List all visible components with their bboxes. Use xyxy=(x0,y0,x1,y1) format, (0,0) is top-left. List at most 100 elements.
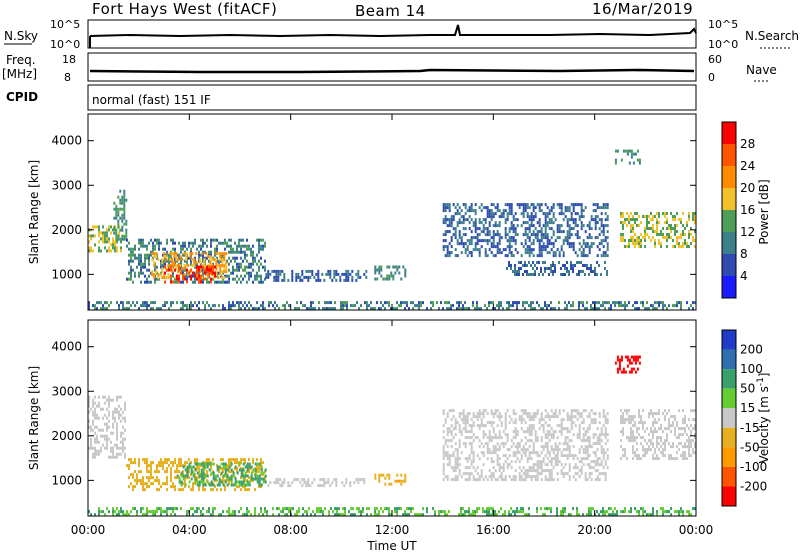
data-cell xyxy=(490,409,493,413)
data-cell xyxy=(666,427,668,431)
data-cell xyxy=(182,477,185,481)
data-cell xyxy=(664,409,666,413)
data-cell xyxy=(510,264,512,267)
data-cell xyxy=(186,271,188,275)
data-cell xyxy=(264,307,266,311)
data-cell xyxy=(618,301,620,305)
data-cell xyxy=(600,239,603,243)
data-cell xyxy=(162,304,164,308)
data-cell xyxy=(536,478,539,482)
data-cell xyxy=(224,247,226,251)
scatter-region xyxy=(442,203,609,258)
data-cell xyxy=(532,215,535,219)
data-cell xyxy=(510,251,513,255)
data-cell xyxy=(160,259,162,263)
data-cell xyxy=(674,215,676,218)
data-cell xyxy=(618,364,621,368)
data-cell xyxy=(186,476,188,480)
data-cell xyxy=(512,412,515,416)
data-cell xyxy=(680,510,682,514)
data-cell xyxy=(584,273,586,276)
data-cell xyxy=(264,507,266,511)
data-cell xyxy=(686,221,688,224)
data-cell xyxy=(510,478,513,482)
data-cell xyxy=(206,510,208,514)
data-cell xyxy=(126,307,128,311)
data-cell xyxy=(198,244,200,248)
data-cell xyxy=(488,304,490,308)
data-cell xyxy=(386,274,389,278)
data-cell xyxy=(102,225,104,229)
data-cell xyxy=(540,239,543,243)
data-cell xyxy=(478,307,480,311)
data-cell xyxy=(374,268,377,272)
data-cell xyxy=(462,221,465,225)
colorbar-swatch xyxy=(722,330,736,350)
data-cell xyxy=(464,421,467,425)
data-cell xyxy=(670,424,672,428)
data-cell xyxy=(442,445,445,449)
data-cell xyxy=(524,475,527,479)
data-cell xyxy=(558,230,561,234)
data-cell xyxy=(228,277,230,281)
data-cell xyxy=(532,261,534,264)
data-cell xyxy=(694,239,696,242)
data-cell xyxy=(200,510,202,514)
data-cell xyxy=(456,224,459,228)
freq-frame xyxy=(87,52,697,82)
cpid-strip: CPID normal (fast) 151 IF xyxy=(6,84,697,111)
data-cell xyxy=(148,510,150,514)
data-cell xyxy=(130,256,132,260)
data-cell xyxy=(240,250,242,254)
data-cell xyxy=(492,242,495,246)
data-cell xyxy=(550,409,553,413)
data-cell xyxy=(452,415,455,419)
data-cell xyxy=(636,454,638,458)
data-cell xyxy=(214,304,216,308)
data-cell xyxy=(590,466,593,470)
data-cell xyxy=(287,481,290,485)
data-cell xyxy=(500,507,502,511)
data-cell xyxy=(502,466,505,470)
data-cell xyxy=(446,513,448,517)
data-cell xyxy=(119,216,122,220)
data-cell xyxy=(668,409,670,413)
data-cell xyxy=(212,488,214,492)
data-cell xyxy=(532,248,535,252)
data-cell xyxy=(213,276,216,280)
data-cell xyxy=(544,304,546,308)
data-cell xyxy=(632,152,635,156)
data-cell xyxy=(182,244,184,248)
data-cell xyxy=(298,307,300,311)
data-cell xyxy=(670,415,672,419)
data-cell xyxy=(650,430,652,434)
data-cell xyxy=(166,458,168,462)
data-cell xyxy=(604,436,607,440)
data-cell xyxy=(460,215,463,219)
data-cell xyxy=(162,464,164,468)
data-cell xyxy=(196,247,198,251)
data-cell xyxy=(98,395,100,399)
data-cell xyxy=(214,265,216,269)
data-cell xyxy=(684,242,686,245)
data-cell xyxy=(204,462,207,466)
data-cell xyxy=(530,466,533,470)
data-cell xyxy=(528,457,531,461)
data-cell xyxy=(642,513,644,517)
data-cell xyxy=(690,454,692,458)
data-cell xyxy=(125,198,128,202)
data-cell xyxy=(150,464,152,468)
data-cell xyxy=(212,474,215,478)
data-cell xyxy=(552,203,555,207)
data-cell xyxy=(642,436,644,440)
data-cell xyxy=(464,227,467,231)
data-cell xyxy=(552,433,555,437)
data-cell xyxy=(530,424,533,428)
data-cell xyxy=(474,415,477,419)
data-cell xyxy=(692,215,694,218)
data-cell xyxy=(544,227,547,231)
data-cell xyxy=(650,218,652,221)
data-cell xyxy=(550,264,552,267)
data-cell xyxy=(558,412,561,416)
data-cell xyxy=(456,221,459,225)
